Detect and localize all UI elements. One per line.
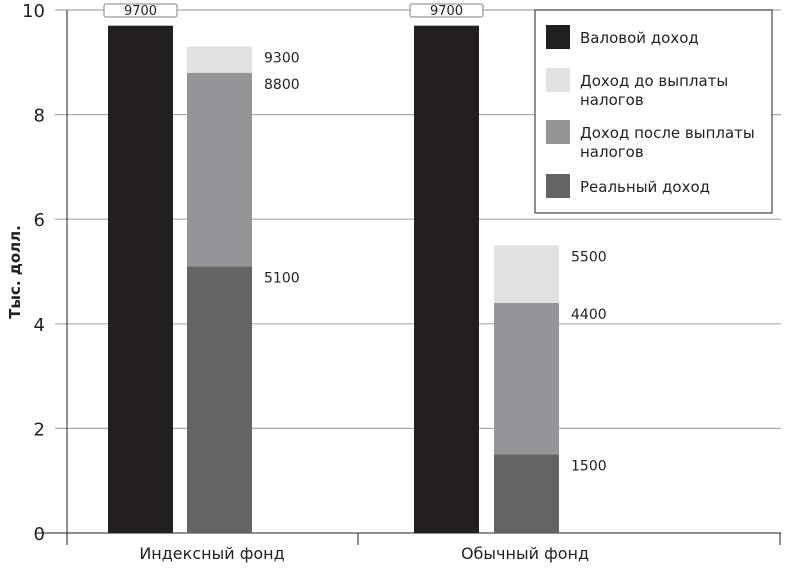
legend-label: Реальный доход xyxy=(580,178,710,196)
legend-label: налогов xyxy=(580,143,644,161)
bar-after-tax-income xyxy=(494,302,559,455)
legend-box xyxy=(534,9,773,214)
legend-swatch xyxy=(546,68,570,92)
bar-after-tax-income xyxy=(187,72,252,267)
bar-pre-tax-income xyxy=(187,46,252,73)
bar-real-income xyxy=(187,266,252,533)
legend-swatch xyxy=(546,174,570,198)
legend-label: Валовой доход xyxy=(580,29,699,47)
bar-gross-income xyxy=(108,25,173,533)
legend-label: Доход до выплаты xyxy=(580,72,728,90)
legend-swatch xyxy=(546,120,570,144)
data-label: 5500 xyxy=(571,249,607,265)
y-tick-label: 8 xyxy=(34,106,45,127)
data-label-gross: 9700 xyxy=(430,4,463,19)
y-tick-label: 2 xyxy=(34,419,45,440)
x-category-label: Обычный фонд xyxy=(461,544,589,563)
data-label: 5100 xyxy=(264,270,300,286)
legend-label: Доход после выплаты xyxy=(580,124,755,142)
legend-label: налогов xyxy=(580,91,644,109)
x-category-label: Индексный фонд xyxy=(139,544,284,563)
bar-pre-tax-income xyxy=(494,245,559,303)
data-label-gross: 9700 xyxy=(124,4,157,19)
bar-gross-income xyxy=(414,25,479,533)
data-label: 1500 xyxy=(571,459,607,475)
y-tick-label: 10 xyxy=(22,1,45,22)
data-label-box xyxy=(103,3,178,18)
bar-real-income xyxy=(494,454,559,533)
y-tick-label: 4 xyxy=(34,315,45,336)
data-label-box xyxy=(409,3,484,18)
y-tick-label: 0 xyxy=(34,524,45,545)
y-axis-label: Тыс. долл. xyxy=(6,225,24,319)
data-label: 4400 xyxy=(571,307,607,323)
data-label: 8800 xyxy=(264,77,300,93)
legend-swatch xyxy=(546,25,570,49)
y-tick-label: 6 xyxy=(34,210,45,231)
data-label: 9300 xyxy=(264,51,300,67)
